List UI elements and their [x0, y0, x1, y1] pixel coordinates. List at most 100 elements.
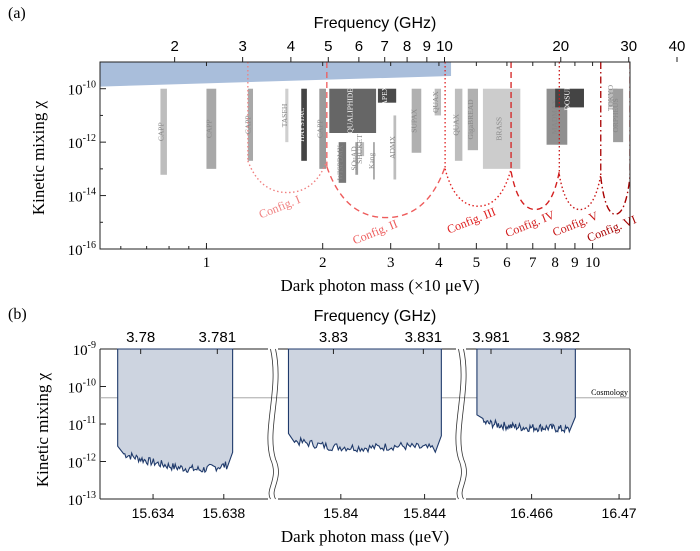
- experiment-region: [454, 88, 463, 161]
- x-tick-label: 3: [387, 255, 395, 271]
- experiment-region: [434, 88, 442, 116]
- axis-break: [272, 348, 279, 500]
- x-tick-label: 5: [473, 255, 481, 271]
- experiment-region: [285, 88, 289, 143]
- top-tick-label: 9: [423, 38, 431, 55]
- panel-b-x-axis-title: Dark photon mass (μeV): [281, 527, 449, 546]
- experiment-region: [160, 88, 167, 175]
- x-tick-label: 6: [503, 255, 511, 271]
- experiment-label: MADMAX: [550, 99, 559, 135]
- x-tick-label: 4: [435, 255, 443, 271]
- experiment-region: [319, 88, 327, 169]
- excluded-region: [287, 348, 442, 454]
- top-tick-label: 5: [324, 38, 332, 55]
- top-tick-label: 7: [381, 38, 389, 55]
- x-tick-label: 10: [585, 255, 600, 271]
- y-tick-label: 10-13: [68, 490, 96, 509]
- top-tick-label: 3.781: [199, 329, 237, 346]
- experiment-label: CAPP: [243, 115, 252, 134]
- top-tick-label: 30: [620, 38, 637, 55]
- experiment-label: APEX: [380, 85, 389, 105]
- config-label: Config. I: [257, 192, 302, 221]
- experiment-region: [555, 88, 584, 108]
- config-curve: [326, 166, 446, 219]
- panel-a-plot-area: Cosmology CAPP CAPP CAPP TASEH HAYSTAC CAPP QUA…: [100, 62, 630, 219]
- experiment-region: [329, 88, 377, 133]
- y-tick-label: 10-16: [68, 240, 96, 259]
- experiment-region: [467, 88, 479, 151]
- config-label: Config. III: [445, 204, 498, 236]
- panel-b-chart: Cosmology 15.634 15.638 3.78 3.781 15.84 15.84…: [68, 329, 637, 521]
- experiment-label: ADMX: [388, 135, 397, 159]
- experiment-label: DOSUE: [563, 85, 572, 110]
- config-curve: [600, 176, 630, 215]
- y-tick-label: 10-9: [73, 340, 96, 359]
- y-tick-label: 10-14: [68, 187, 96, 206]
- excluded-region: [117, 348, 234, 474]
- top-tick-label: 3.981: [472, 329, 510, 346]
- y-tick-label: 10-10: [68, 378, 96, 397]
- top-tick-label: 2: [170, 38, 178, 55]
- experiment-region: [247, 88, 254, 161]
- experiment-region: [301, 88, 307, 161]
- axis-break: [267, 348, 274, 500]
- top-tick-label: 20: [552, 38, 569, 55]
- x-tick-label: 9: [571, 255, 579, 271]
- experiment-label: Kang: [367, 152, 376, 168]
- top-tick-label: 40: [669, 38, 686, 55]
- experiment-label: ORPHEUS: [611, 98, 620, 132]
- cosmology-label-b: Cosmology: [591, 388, 628, 397]
- x-tick-label: 2: [319, 255, 327, 271]
- top-tick-label: 10: [436, 38, 453, 55]
- experiment-region: [393, 115, 397, 180]
- experiment-label: WISPDMX: [335, 144, 344, 180]
- experiment-region: [613, 88, 624, 143]
- y-tick-label: 10-11: [68, 415, 96, 434]
- config-label: Config. II: [350, 217, 399, 248]
- config-curve: [510, 171, 560, 211]
- panel-b-y-axis-title: Kinetic mixing χ: [33, 372, 52, 487]
- x-tick-label: 7: [529, 255, 537, 271]
- experiment-label: TASEH: [280, 103, 289, 127]
- y-tick-label: 10-12: [68, 453, 96, 472]
- experiment-label: TOKYO: [606, 84, 615, 111]
- config-curve: [247, 160, 328, 194]
- cosmology-label: Cosmology: [160, 84, 220, 99]
- cosmology-region: [100, 62, 452, 87]
- x-tick-label: 16.47: [602, 505, 637, 521]
- experiment-label: HAYSTAC: [297, 108, 306, 142]
- experiment-region: [608, 88, 618, 108]
- experiment-label: SHUKET: [355, 134, 364, 164]
- x-tick-label: 1: [203, 255, 211, 271]
- experiment-region: [377, 88, 397, 103]
- top-tick-label: 4: [287, 38, 295, 55]
- experiment-label: CAPP: [316, 119, 325, 138]
- experiment-label: QUAX: [431, 91, 440, 113]
- panel-b-top-axis-title: Frequency (GHz): [314, 308, 437, 325]
- top-tick-label: 8: [403, 38, 411, 55]
- x-tick-label: 8: [551, 255, 559, 271]
- axis-break: [455, 348, 462, 500]
- experiment-label: QUALIPHIDE: [346, 88, 355, 134]
- experiment-label: SQuAD: [350, 146, 359, 171]
- experiment-region: [360, 142, 365, 157]
- panel-a-y-axis-title: Kinetic mixing χ: [29, 100, 48, 215]
- x-tick-label: 15.84: [323, 505, 358, 521]
- top-tick-label: 3.78: [126, 329, 155, 346]
- x-tick-label: 15.634: [132, 505, 175, 521]
- config-curve: [558, 174, 602, 211]
- panel-b-label: (b): [8, 306, 27, 323]
- experiment-region: [482, 88, 521, 169]
- panel-a-label: (a): [8, 5, 26, 22]
- config-label: Config. IV: [503, 207, 557, 240]
- excluded-region: [476, 348, 576, 434]
- top-tick-label: 3: [238, 38, 246, 55]
- experiment-region: [338, 142, 347, 183]
- x-tick-label: 15.844: [403, 505, 446, 521]
- top-tick-label: 3.831: [405, 329, 443, 346]
- experiment-label: QUAX: [452, 113, 461, 135]
- panel-a-x-axis-title: Dark photon mass (×10 μeV): [280, 276, 479, 295]
- axis-break: [460, 348, 467, 500]
- experiment-region: [355, 142, 359, 175]
